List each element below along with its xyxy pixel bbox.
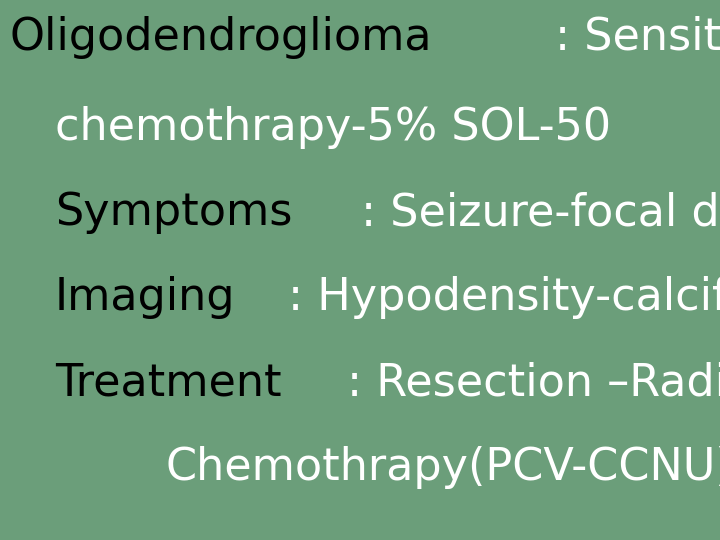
Text: Oligodendroglioma: Oligodendroglioma (10, 16, 433, 59)
Text: Imaging: Imaging (55, 276, 235, 319)
Text: : Sensitive to: : Sensitive to (555, 16, 720, 59)
Text: Symptoms: Symptoms (55, 191, 292, 234)
Text: : Hypodensity-calcification: : Hypodensity-calcification (288, 276, 720, 319)
Text: Treatment: Treatment (55, 361, 282, 404)
Text: : Resection –Radiation-: : Resection –Radiation- (348, 361, 720, 404)
Text: : Seizure-focal deficit: : Seizure-focal deficit (361, 191, 720, 234)
Text: Chemothrapy(PCV-CCNU): Chemothrapy(PCV-CCNU) (165, 446, 720, 489)
Text: chemothrapy-5% SOL-50: chemothrapy-5% SOL-50 (55, 106, 611, 149)
